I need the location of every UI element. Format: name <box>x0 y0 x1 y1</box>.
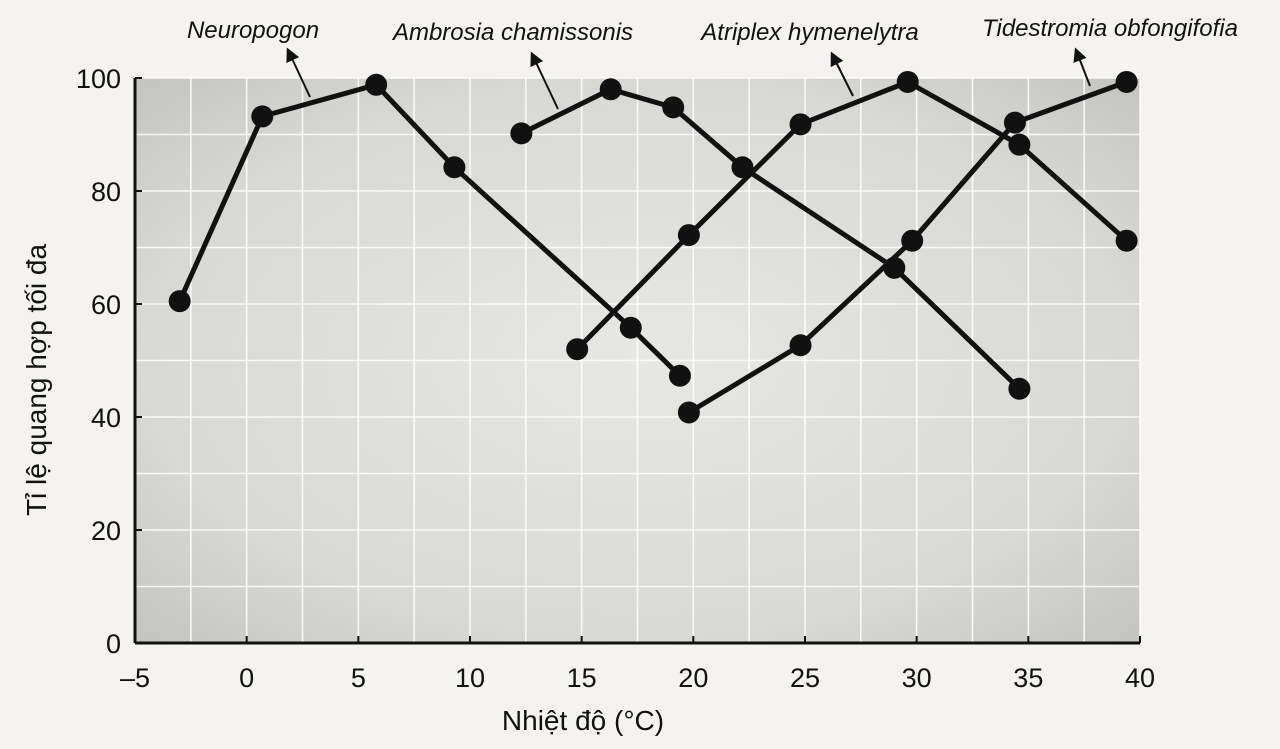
data-point <box>1008 133 1031 156</box>
x-tick-label: 25 <box>790 663 820 693</box>
y-tick-label: 80 <box>91 177 121 207</box>
y-tick-label: 0 <box>106 629 121 659</box>
tick-labels: –5 0 5 10 15 20 25 30 35 40 0 20 40 60 80 100 <box>76 64 1155 693</box>
x-tick-label: 35 <box>1013 663 1043 693</box>
axes <box>133 78 1140 645</box>
series-label: Neuropogon <box>187 17 319 44</box>
series-line <box>518 86 1022 392</box>
series-label: Tidestromia obfongifofia <box>982 15 1238 42</box>
data-point <box>677 224 700 247</box>
x-tick-label: –5 <box>120 663 150 693</box>
y-tick-label: 60 <box>91 290 121 320</box>
series-labels: Neuropogon Ambrosia chamissonis Atriplex h… <box>187 15 1238 110</box>
data-point <box>662 96 685 119</box>
data-point <box>1008 377 1031 400</box>
x-tick-label: 10 <box>455 663 485 693</box>
series-label-arrow <box>830 51 854 97</box>
data-point <box>365 73 388 96</box>
x-tick-label: 30 <box>902 663 932 693</box>
data-point <box>599 78 622 101</box>
y-axis-title: Tỉ lệ quang hợp tối đa <box>21 244 52 517</box>
data-point <box>1115 70 1138 93</box>
data-point <box>443 156 466 179</box>
data-point <box>789 334 812 357</box>
data-point <box>168 290 191 313</box>
data-point <box>677 401 700 424</box>
y-tick-label: 20 <box>91 516 121 546</box>
series-line <box>177 82 683 379</box>
series-label: Ambrosia chamissonis <box>391 19 633 46</box>
data-point <box>510 122 533 145</box>
data-point <box>566 338 589 361</box>
series-group <box>168 70 1138 424</box>
series-label: Atriplex hymenelytra <box>699 19 918 46</box>
y-tick-label: 40 <box>91 403 121 433</box>
data-point <box>619 316 642 339</box>
data-point <box>668 364 691 387</box>
data-point <box>1115 229 1138 252</box>
series-label-arrow <box>286 47 311 98</box>
series-label-arrow <box>1073 47 1091 87</box>
gridlines <box>135 77 1141 643</box>
x-tick-label: 0 <box>239 663 254 693</box>
x-axis-title: Nhiệt độ (°C) <box>502 705 664 736</box>
data-point <box>731 156 754 179</box>
data-point <box>789 113 812 136</box>
data-point <box>901 229 924 252</box>
x-tick-label: 15 <box>567 663 597 693</box>
series-label-arrow <box>530 51 559 110</box>
x-tick-label: 20 <box>678 663 708 693</box>
y-tick-label: 100 <box>76 64 121 94</box>
data-point <box>1003 111 1026 134</box>
data-point <box>896 70 919 93</box>
x-tick-label: 5 <box>351 663 366 693</box>
series-line <box>574 79 1130 352</box>
data-point <box>251 105 274 128</box>
x-tick-label: 40 <box>1125 663 1155 693</box>
